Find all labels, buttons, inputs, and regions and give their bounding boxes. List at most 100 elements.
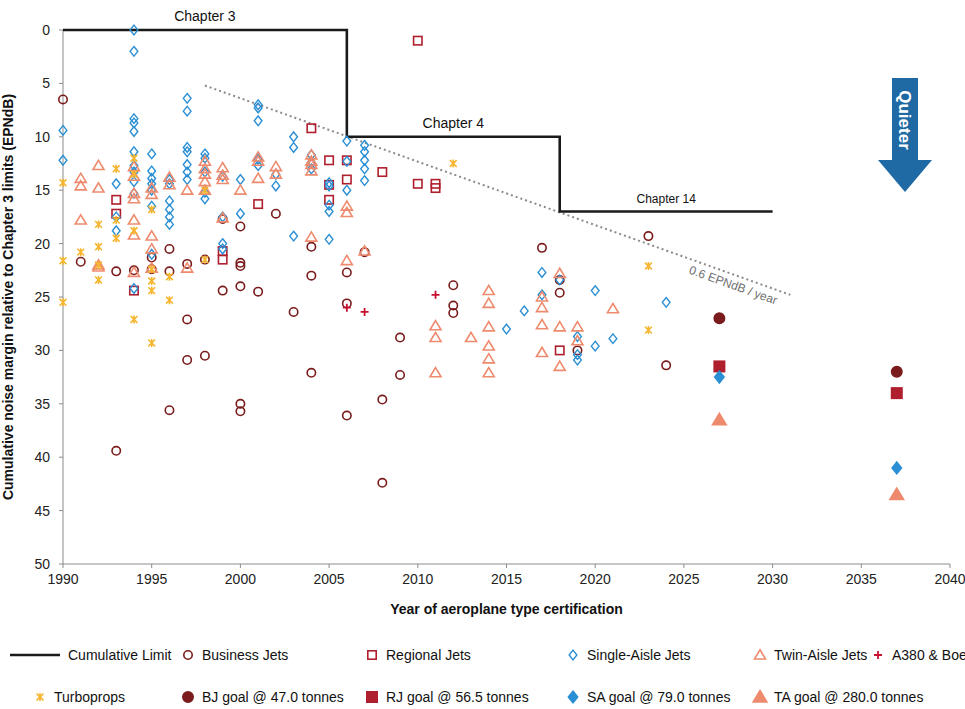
x-tick-label: 2015 — [491, 571, 522, 587]
point — [645, 326, 652, 334]
point — [430, 332, 441, 341]
point — [164, 180, 175, 189]
point — [343, 185, 351, 195]
point — [609, 334, 617, 344]
legend-marker — [568, 691, 578, 703]
series-group — [59, 95, 671, 487]
point — [254, 116, 262, 126]
point — [219, 244, 227, 254]
point — [662, 361, 670, 369]
point — [449, 301, 457, 309]
legend-marker — [367, 692, 377, 702]
point — [254, 200, 262, 208]
point — [414, 36, 422, 44]
point — [201, 352, 209, 360]
point — [201, 255, 209, 263]
legend-label: Single-Aisle Jets — [587, 647, 691, 663]
point — [59, 126, 67, 136]
x-tick — [506, 564, 507, 568]
point — [554, 322, 565, 331]
point — [396, 333, 404, 341]
point — [325, 178, 333, 188]
x-tick — [63, 564, 64, 568]
x-tick — [151, 564, 152, 568]
point — [148, 339, 155, 347]
point — [236, 222, 244, 230]
point — [128, 161, 139, 170]
x-tick — [329, 564, 330, 568]
point — [361, 141, 369, 151]
point — [713, 413, 727, 424]
legend-line — [10, 654, 60, 657]
point — [202, 186, 209, 194]
legend-marker — [874, 651, 882, 659]
x-tick — [417, 564, 418, 568]
point — [218, 286, 226, 294]
legend: Cumulative LimitBusiness JetsRegional Je… — [10, 647, 965, 705]
x-tick-label: 2025 — [668, 571, 699, 587]
point — [414, 180, 422, 188]
x-tick-label: 2030 — [757, 571, 788, 587]
point — [714, 313, 724, 323]
point — [306, 232, 317, 241]
point — [396, 371, 404, 379]
y-tick — [59, 350, 63, 351]
point — [343, 136, 351, 146]
legend-marker — [183, 692, 193, 702]
point — [112, 267, 120, 275]
point — [148, 277, 155, 285]
quieter-label: Quieter — [895, 90, 914, 150]
point — [892, 462, 902, 474]
y-tick — [59, 243, 63, 244]
legend-label: RJ goal @ 56.5 tonnes — [386, 689, 529, 705]
point — [290, 231, 298, 241]
point — [290, 143, 298, 153]
point — [254, 100, 262, 110]
point — [378, 395, 386, 403]
point — [483, 298, 494, 307]
point — [892, 388, 902, 398]
point — [237, 209, 245, 219]
point — [572, 336, 583, 345]
point — [343, 304, 351, 312]
point — [325, 156, 333, 164]
point — [93, 183, 104, 192]
point — [536, 347, 547, 356]
point — [341, 207, 352, 216]
chart: 1990199520002005201020152020202520302035… — [0, 0, 965, 709]
point — [253, 156, 264, 165]
point — [130, 177, 138, 187]
x-tick — [861, 564, 862, 568]
point — [183, 315, 191, 323]
point — [148, 265, 155, 273]
series-group — [60, 154, 652, 347]
point — [431, 184, 439, 192]
legend-label: SA goal @ 79.0 tonnes — [587, 689, 730, 705]
point — [378, 168, 386, 176]
point — [343, 175, 351, 183]
point — [93, 160, 104, 169]
point — [148, 205, 155, 213]
legend-marker — [753, 691, 767, 702]
series-group — [59, 25, 670, 365]
x-tick-label: 2000 — [225, 571, 256, 587]
point — [183, 175, 191, 185]
point — [325, 181, 333, 191]
point — [536, 302, 547, 311]
point — [483, 341, 494, 350]
point — [538, 244, 546, 252]
point — [306, 166, 317, 175]
x-tick-label: 2040 — [934, 571, 965, 587]
point — [466, 332, 477, 341]
x-tick — [683, 564, 684, 568]
legend-marker — [37, 693, 44, 701]
y-tick-label: 10 — [34, 129, 50, 145]
point — [307, 124, 315, 132]
point — [95, 276, 102, 284]
point — [59, 155, 67, 165]
series-group — [343, 291, 440, 316]
point — [520, 306, 528, 316]
y-tick-label: 35 — [34, 396, 50, 412]
limit-label: Chapter 3 — [174, 8, 236, 24]
x-tick-label: 1995 — [136, 571, 167, 587]
